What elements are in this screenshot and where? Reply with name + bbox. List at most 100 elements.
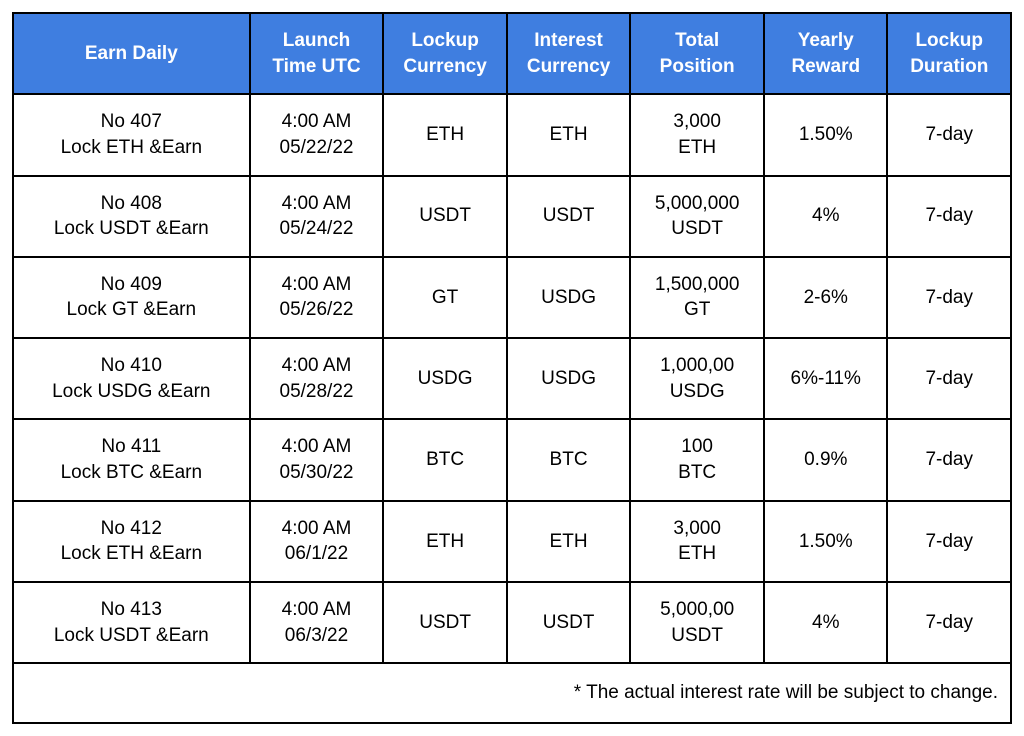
table-row: No 408 Lock USDT &Earn 4:00 AM 05/24/22 …: [13, 176, 1011, 257]
cell-text: 4%: [812, 612, 839, 633]
cell-text: 3,000: [637, 516, 757, 542]
cell-text: USDT: [637, 623, 757, 649]
cell-text: Lock USDT &Earn: [20, 216, 243, 242]
cell-interest-currency: ETH: [507, 94, 630, 175]
cell-interest-currency: BTC: [507, 419, 630, 500]
header-text: Duration: [894, 54, 1004, 80]
col-header-lockup-duration: Lockup Duration: [887, 13, 1011, 94]
cell-text: No 413: [20, 597, 243, 623]
cell-text: 1.50%: [799, 124, 853, 145]
cell-text: 5,000,00: [637, 597, 757, 623]
cell-text: USDG: [541, 368, 596, 389]
cell-text: USDT: [637, 216, 757, 242]
cell-lockup-currency: BTC: [383, 419, 506, 500]
col-header-total-position: Total Position: [630, 13, 764, 94]
cell-launch-time: 4:00 AM 05/30/22: [250, 419, 384, 500]
table-row: No 407 Lock ETH &Earn 4:00 AM 05/22/22 E…: [13, 94, 1011, 175]
cell-text: 4:00 AM: [257, 597, 377, 623]
table-row: No 410 Lock USDG &Earn 4:00 AM 05/28/22 …: [13, 338, 1011, 419]
cell-text: 1,500,000: [637, 272, 757, 298]
cell-lockup-currency: USDT: [383, 582, 506, 663]
col-header-lockup-currency: Lockup Currency: [383, 13, 506, 94]
cell-lockup-currency: USDT: [383, 176, 506, 257]
cell-text: ETH: [426, 124, 464, 145]
header-text: Total: [637, 28, 757, 54]
cell-launch-time: 4:00 AM 05/22/22: [250, 94, 384, 175]
table-header: Earn Daily Launch Time UTC Lockup Curren…: [13, 13, 1011, 94]
col-header-launch-time: Launch Time UTC: [250, 13, 384, 94]
cell-yearly-reward: 1.50%: [764, 94, 887, 175]
cell-earn-daily: No 408 Lock USDT &Earn: [13, 176, 250, 257]
table-row: No 409 Lock GT &Earn 4:00 AM 05/26/22 GT…: [13, 257, 1011, 338]
cell-text: 4:00 AM: [257, 516, 377, 542]
cell-text: 4:00 AM: [257, 353, 377, 379]
cell-yearly-reward: 4%: [764, 582, 887, 663]
cell-text: USDG: [637, 379, 757, 405]
cell-lockup-duration: 7-day: [887, 419, 1011, 500]
footnote-cell: * The actual interest rate will be subje…: [13, 663, 1011, 723]
cell-text: USDT: [543, 612, 595, 633]
cell-text: Lock GT &Earn: [20, 297, 243, 323]
cell-total-position: 100 BTC: [630, 419, 764, 500]
cell-text: No 408: [20, 191, 243, 217]
cell-yearly-reward: 0.9%: [764, 419, 887, 500]
cell-launch-time: 4:00 AM 05/24/22: [250, 176, 384, 257]
cell-lockup-duration: 7-day: [887, 257, 1011, 338]
header-text: Yearly: [771, 28, 880, 54]
cell-text: 100: [637, 434, 757, 460]
cell-text: USDG: [418, 368, 473, 389]
header-text: Earn Daily: [20, 41, 243, 67]
cell-earn-daily: No 412 Lock ETH &Earn: [13, 501, 250, 582]
cell-lockup-duration: 7-day: [887, 176, 1011, 257]
cell-lockup-duration: 7-day: [887, 338, 1011, 419]
cell-total-position: 1,500,000 GT: [630, 257, 764, 338]
cell-earn-daily: No 411 Lock BTC &Earn: [13, 419, 250, 500]
cell-text: USDT: [543, 205, 595, 226]
cell-text: Lock USDG &Earn: [20, 379, 243, 405]
cell-text: 7-day: [925, 531, 973, 552]
cell-text: 05/26/22: [257, 297, 377, 323]
cell-text: 05/28/22: [257, 379, 377, 405]
cell-text: ETH: [637, 541, 757, 567]
cell-text: 7-day: [925, 368, 973, 389]
cell-text: 7-day: [925, 449, 973, 470]
cell-yearly-reward: 4%: [764, 176, 887, 257]
cell-text: No 412: [20, 516, 243, 542]
cell-earn-daily: No 409 Lock GT &Earn: [13, 257, 250, 338]
cell-lockup-currency: ETH: [383, 94, 506, 175]
cell-text: USDT: [419, 612, 471, 633]
cell-lockup-duration: 7-day: [887, 582, 1011, 663]
cell-lockup-currency: USDG: [383, 338, 506, 419]
header-text: Currency: [390, 54, 499, 80]
cell-text: Lock BTC &Earn: [20, 460, 243, 486]
table-footer: * The actual interest rate will be subje…: [13, 663, 1011, 723]
cell-text: 7-day: [925, 124, 973, 145]
cell-interest-currency: ETH: [507, 501, 630, 582]
cell-text: 0.9%: [804, 449, 847, 470]
cell-interest-currency: USDT: [507, 176, 630, 257]
cell-text: 7-day: [925, 612, 973, 633]
cell-interest-currency: USDG: [507, 338, 630, 419]
cell-text: USDG: [541, 287, 596, 308]
cell-text: BTC: [637, 460, 757, 486]
footnote-text: * The actual interest rate will be subje…: [574, 682, 998, 703]
cell-total-position: 5,000,00 USDT: [630, 582, 764, 663]
cell-text: 06/1/22: [257, 541, 377, 567]
cell-text: ETH: [550, 124, 588, 145]
header-text: Time UTC: [257, 54, 377, 80]
cell-text: 06/3/22: [257, 623, 377, 649]
cell-text: 3,000: [637, 109, 757, 135]
cell-yearly-reward: 6%-11%: [764, 338, 887, 419]
cell-text: 1.50%: [799, 531, 853, 552]
cell-text: 4:00 AM: [257, 109, 377, 135]
cell-text: 2-6%: [804, 287, 848, 308]
cell-launch-time: 4:00 AM 06/3/22: [250, 582, 384, 663]
table-row: No 412 Lock ETH &Earn 4:00 AM 06/1/22 ET…: [13, 501, 1011, 582]
header-text: Lockup: [390, 28, 499, 54]
cell-text: ETH: [637, 135, 757, 161]
cell-text: 4:00 AM: [257, 272, 377, 298]
cell-text: BTC: [426, 449, 464, 470]
cell-text: ETH: [426, 531, 464, 552]
header-text: Position: [637, 54, 757, 80]
cell-text: No 409: [20, 272, 243, 298]
